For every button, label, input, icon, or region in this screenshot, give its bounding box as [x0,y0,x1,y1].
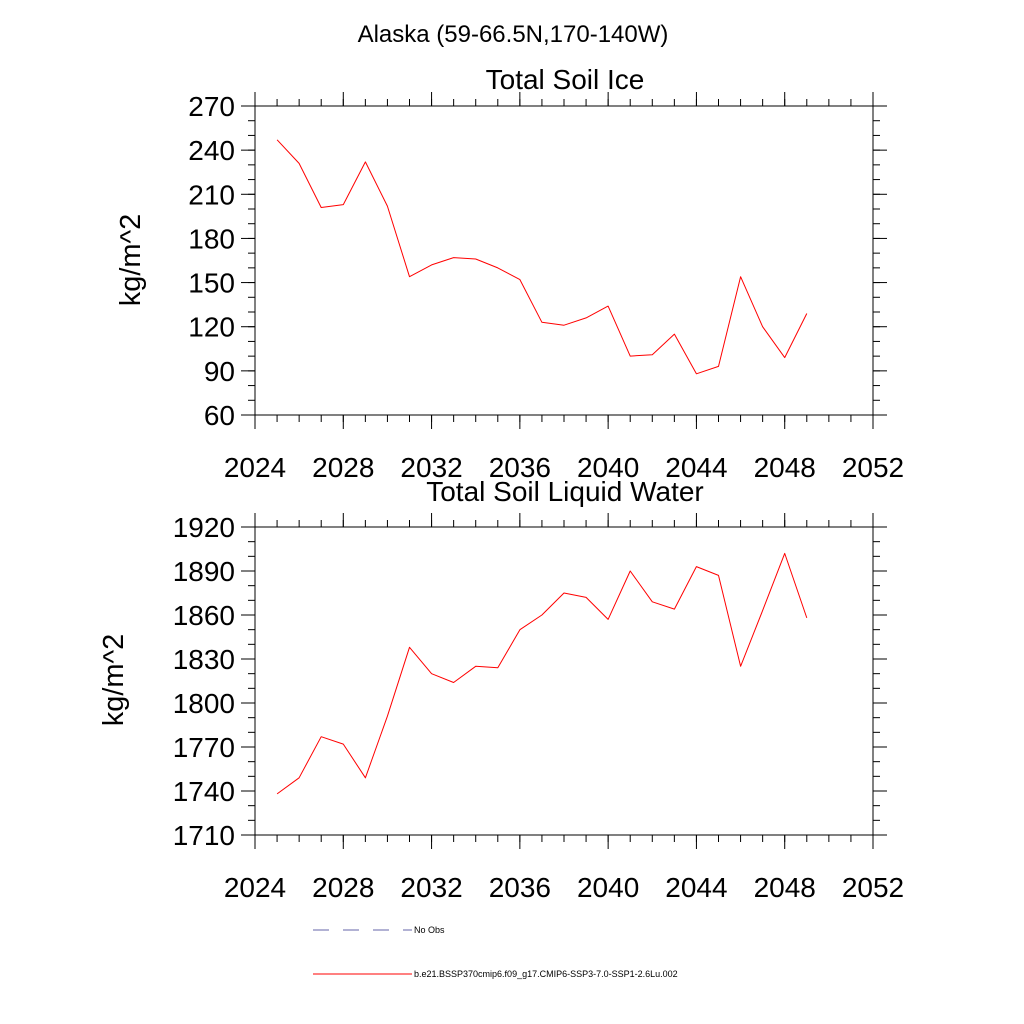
chart-title: Total Soil Ice [486,64,645,95]
chart-title: Total Soil Liquid Water [426,476,704,507]
y-tick-label: 240 [188,135,235,166]
x-tick-label: 2024 [224,452,286,483]
x-tick-label: 2052 [842,872,904,903]
plot-area: 2024 2028 2032 2036 2040 2044 2048 2052 60 90 120 1… [188,91,904,483]
y-tick-label: 270 [188,91,235,122]
chart-soil-ice: Total Soil Ice kg/m^2 2024 2028 2032 2036 20… [115,64,904,483]
x-tick-label: 2036 [489,872,551,903]
chart-soil-liquid-water: Total Soil Liquid Water kg/m^2 2024 2028 2… [98,476,904,903]
y-tick-label: 1740 [173,776,235,807]
x-tick-label: 2024 [224,872,286,903]
y-tick-label: 1770 [173,732,235,763]
y-axis-label: kg/m^2 [98,634,130,727]
x-tick-label: 2048 [754,452,816,483]
x-tick-label: 2032 [400,452,462,483]
x-tick-label: 2040 [577,452,639,483]
y-tick-label: 1890 [173,556,235,587]
legend-label: No Obs [414,925,445,935]
y-tick-label: 150 [188,268,235,299]
legend-item-model-run: b.e21.BSSP370cmip6.f09_g17.CMIP6-SSP3-7.… [313,969,678,979]
y-axis-label: kg/m^2 [115,214,147,307]
y-tick-label: 180 [188,223,235,254]
plot-frame [254,526,874,836]
x-tick-label: 2032 [400,872,462,903]
y-tick-label: 210 [188,179,235,210]
x-tick-label: 2028 [312,452,374,483]
plot-area: 2024 2028 2032 2036 2040 2044 2048 2052 1710 1740… [173,512,904,903]
x-tick-label: 2048 [754,872,816,903]
legend-item-no-obs: No Obs [313,925,445,935]
y-tick-label: 1860 [173,600,235,631]
legend: No Obs b.e21.BSSP370cmip6.f09_g17.CMIP6-… [313,925,678,979]
x-tick-label: 2040 [577,872,639,903]
x-tick-label: 2052 [842,452,904,483]
y-tick-label: 1830 [173,644,235,675]
y-tick-label: 120 [188,312,235,343]
y-tick-label: 1710 [173,820,235,851]
y-tick-label: 1920 [173,512,235,543]
series-line [276,552,808,795]
x-tick-label: 2044 [665,872,727,903]
x-tick-label: 2044 [665,452,727,483]
x-tick-label: 2028 [312,872,374,903]
y-tick-label: 60 [204,400,235,431]
x-tick-label: 2036 [489,452,551,483]
series-line [276,139,808,375]
y-tick-label: 1800 [173,688,235,719]
figure-title: Alaska (59-66.5N,170-140W) [358,21,669,48]
y-tick-label: 90 [204,356,235,387]
plot-frame [254,105,874,416]
legend-label: b.e21.BSSP370cmip6.f09_g17.CMIP6-SSP3-7.… [414,969,678,979]
